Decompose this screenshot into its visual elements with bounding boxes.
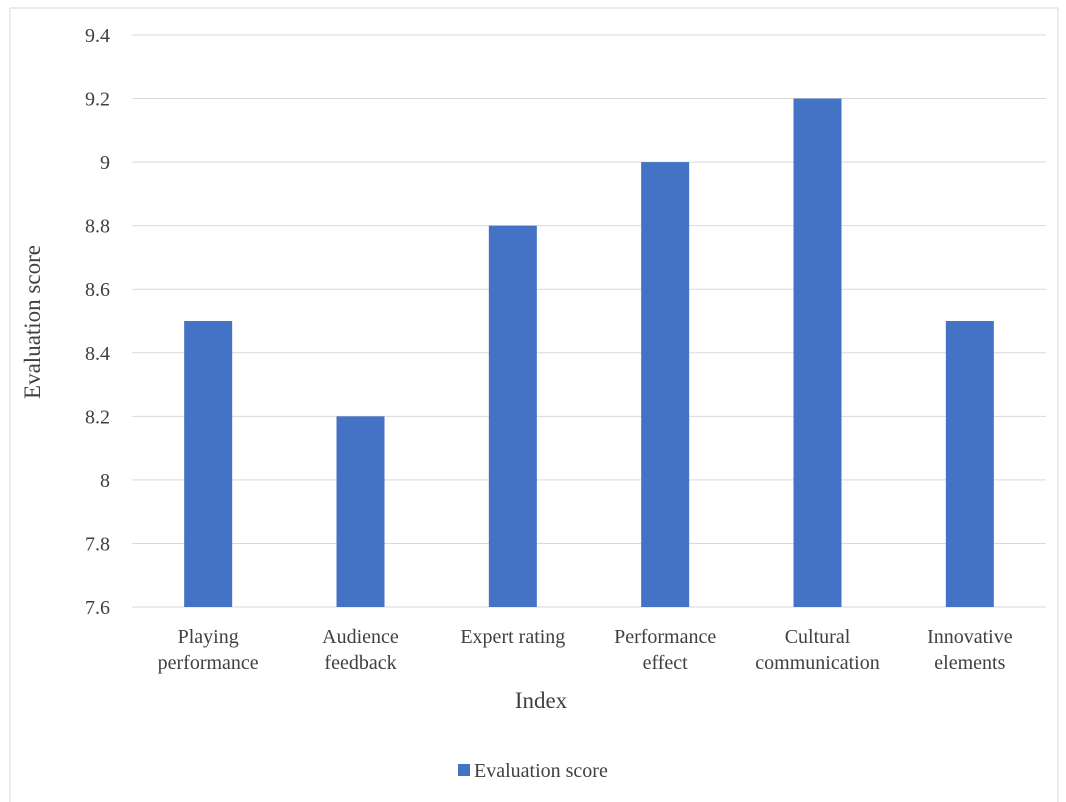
x-category-label-line: Expert rating	[460, 626, 565, 648]
x-category-label: Innovative elements	[927, 626, 1013, 674]
y-tick-label: 7.6	[85, 597, 110, 619]
x-category-label-line: feedback	[324, 652, 396, 674]
y-axis-ticks: 7.6 7.8 8 8.2 8.4 8.6 8.8 9 9.2 9.4	[85, 25, 110, 619]
legend: Evaluation score	[458, 760, 608, 782]
legend-swatch	[458, 764, 470, 776]
x-category-label: Cultural communication	[755, 626, 879, 674]
bar	[488, 225, 537, 607]
bar	[641, 162, 690, 607]
legend-label: Evaluation score	[474, 760, 608, 782]
y-tick-label: 9.2	[85, 89, 110, 111]
bars	[184, 98, 994, 608]
y-tick-label: 9	[100, 152, 110, 174]
y-tick-label: 9.4	[85, 25, 110, 47]
y-axis-title: Evaluation score	[20, 245, 45, 399]
x-category-label-line: performance	[158, 652, 259, 674]
y-tick-label: 8	[100, 470, 110, 492]
y-tick-label: 8.8	[85, 216, 110, 238]
gridlines	[132, 34, 1046, 608]
x-category-label: Performance effect	[614, 626, 716, 674]
x-category-label-line: Audience	[322, 626, 399, 648]
x-category-label-line: Performance	[614, 626, 716, 648]
y-tick-label: 8.6	[85, 279, 110, 301]
x-category-label-line: effect	[643, 652, 689, 674]
y-tick-label: 7.8	[85, 533, 110, 555]
x-category-label-line: communication	[755, 652, 879, 674]
x-axis-title: Index	[515, 688, 568, 713]
x-category-label-line: Cultural	[785, 626, 851, 648]
y-tick-label: 8.2	[85, 406, 110, 428]
x-category-label: Audience feedback	[322, 626, 399, 674]
x-category-label: Playing performance	[158, 626, 259, 674]
bar	[184, 321, 233, 607]
x-axis-categories: Playing performance Audience feedback Expert…	[158, 626, 1013, 674]
x-category-label-line: elements	[934, 652, 1005, 674]
bar	[793, 98, 842, 608]
x-category-label-line: Innovative	[927, 626, 1013, 648]
y-tick-label: 8.4	[85, 343, 110, 365]
x-category-label: Expert rating	[460, 626, 565, 648]
x-category-label-line: Playing	[178, 626, 239, 648]
bar	[945, 321, 994, 607]
bar	[336, 416, 385, 607]
